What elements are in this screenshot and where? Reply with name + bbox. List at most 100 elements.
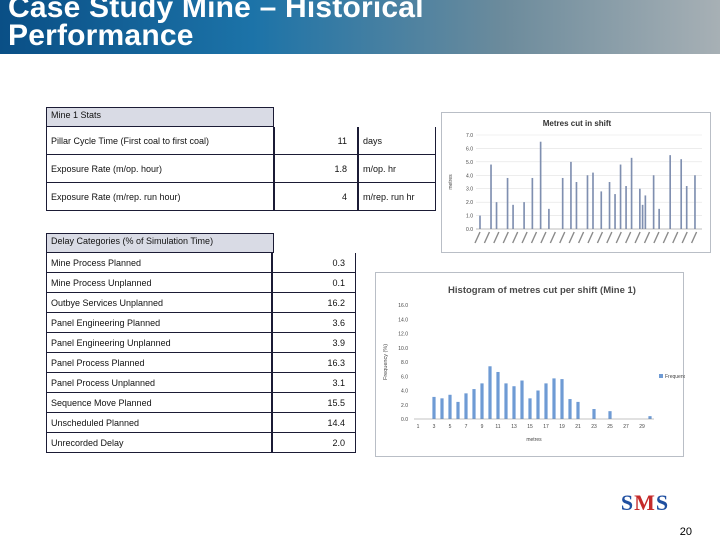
- bar: [570, 161, 572, 229]
- x-tick-label: [606, 231, 613, 244]
- x-tick-label: 13: [511, 424, 517, 430]
- delay-label: Panel Process Unplanned: [46, 373, 272, 393]
- stat-unit: m/op. hr: [358, 155, 436, 183]
- bar: [479, 215, 481, 229]
- bar: [464, 393, 468, 419]
- stat-value: 11: [274, 127, 358, 155]
- x-tick-label: [596, 231, 604, 244]
- bar: [625, 186, 627, 229]
- delay-value: 14.4: [272, 413, 356, 433]
- delay-label: Outbye Services Unplanned: [46, 293, 272, 313]
- x-tick-label: 25: [607, 424, 613, 430]
- stat-label: Exposure Rate (m/op. hour): [46, 155, 274, 183]
- bar: [652, 175, 655, 229]
- delay-value: 0.3: [272, 253, 356, 273]
- bar: [608, 182, 611, 229]
- bar: [552, 378, 556, 419]
- x-tick-label: [672, 231, 679, 244]
- delay-label: Panel Engineering Unplanned: [46, 333, 272, 353]
- x-tick-label: 19: [559, 424, 565, 430]
- delay-value: 16.3: [272, 353, 356, 373]
- page-title: Case Study Mine – Historical Performance: [8, 0, 424, 52]
- x-tick-label: 7: [465, 424, 468, 430]
- stat-label: Exposure Rate (m/rep. run hour): [46, 183, 274, 211]
- y-tick-label: 4.0: [466, 173, 473, 179]
- histogram-chart: Histogram of metres cut per shift (Mine …: [375, 272, 685, 457]
- x-tick-label: [625, 231, 632, 244]
- metres-cut-chart-svg: Metres cut in shift metres 0.0 1.0 2.0 3.0 4.0…: [448, 119, 702, 244]
- bar: [669, 155, 671, 229]
- y-tick-label: 10.0: [398, 346, 408, 352]
- page-number: 20: [679, 526, 692, 538]
- x-tick-label: [662, 231, 669, 244]
- bar: [639, 188, 641, 229]
- chart-title: Metres cut in shift: [543, 119, 612, 128]
- x-tick-label: [643, 231, 651, 244]
- stat-value: 4: [274, 183, 358, 211]
- y-tick-label: 2.0: [466, 200, 473, 206]
- bar: [630, 157, 633, 229]
- title-bar: [0, 0, 720, 54]
- y-tick-label: 3.0: [466, 187, 473, 193]
- x-tick-label: [577, 231, 585, 244]
- x-tick-label: 29: [639, 424, 645, 430]
- y-tick-label: 5.0: [466, 160, 473, 166]
- delay-label: Panel Engineering Planned: [46, 313, 272, 333]
- bar: [586, 175, 589, 229]
- x-tick-label: 15: [527, 424, 533, 430]
- bar: [490, 164, 492, 229]
- x-tick-label: [474, 231, 481, 244]
- bar: [592, 172, 594, 229]
- y-tick-label: 8.0: [401, 360, 408, 366]
- bar: [531, 177, 534, 229]
- bar: [576, 401, 580, 419]
- y-axis-label: metres: [448, 174, 454, 190]
- x-tick-label: [521, 231, 528, 244]
- x-tick-label: [587, 231, 594, 244]
- bar: [506, 177, 509, 229]
- delay-value: 2.0: [272, 433, 356, 453]
- x-tick-label: 17: [543, 424, 549, 430]
- delay-value: 15.5: [272, 393, 356, 413]
- delay-label: Unscheduled Planned: [46, 413, 272, 433]
- y-tick-label: 1.0: [466, 214, 473, 220]
- bar: [592, 409, 596, 419]
- bar: [523, 202, 525, 229]
- x-tick-label: 21: [575, 424, 581, 430]
- x-tick-label: 1: [417, 424, 420, 430]
- y-tick-label: 0.0: [466, 227, 473, 233]
- delay-label: Sequence Move Planned: [46, 393, 272, 413]
- y-tick-label: 4.0: [401, 389, 408, 395]
- y-tick-label: 7.0: [466, 133, 473, 139]
- delay-value: 3.1: [272, 373, 356, 393]
- stat-unit: days: [358, 127, 436, 155]
- bar: [480, 383, 484, 419]
- stats-header: Mine 1 Stats: [46, 107, 274, 127]
- stat-unit: m/rep. run hr: [358, 183, 436, 211]
- mine-stats-table: Mine 1 Stats Pillar Cycle Time (First co…: [46, 107, 436, 211]
- bar: [544, 383, 548, 419]
- x-tick-label: [681, 231, 688, 244]
- bar: [432, 396, 436, 419]
- bar: [456, 401, 460, 419]
- delays-header: Delay Categories (% of Simulation Time): [46, 233, 274, 253]
- bar: [528, 398, 532, 419]
- x-tick-label: 3: [433, 424, 436, 430]
- bar: [608, 411, 612, 419]
- bar: [539, 141, 542, 229]
- bar: [504, 383, 508, 419]
- bar: [536, 390, 540, 419]
- x-tick-label: [530, 231, 538, 244]
- x-tick-label: [690, 231, 698, 244]
- delay-label: Mine Process Unplanned: [46, 273, 272, 293]
- x-tick-label: [540, 231, 547, 244]
- x-tick-label: [559, 231, 566, 244]
- delay-label: Unrecorded Delay: [46, 433, 272, 453]
- bar: [440, 398, 444, 419]
- y-tick-label: 16.0: [398, 303, 408, 309]
- bar: [685, 186, 688, 229]
- histogram-chart-svg: Histogram of metres cut per shift (Mine …: [383, 285, 685, 443]
- legend-swatch: [659, 374, 663, 378]
- metres-cut-chart: Metres cut in shift metres 0.0 1.0 2.0 3.0 4.0…: [441, 112, 711, 253]
- delay-label: Panel Process Planned: [46, 353, 272, 373]
